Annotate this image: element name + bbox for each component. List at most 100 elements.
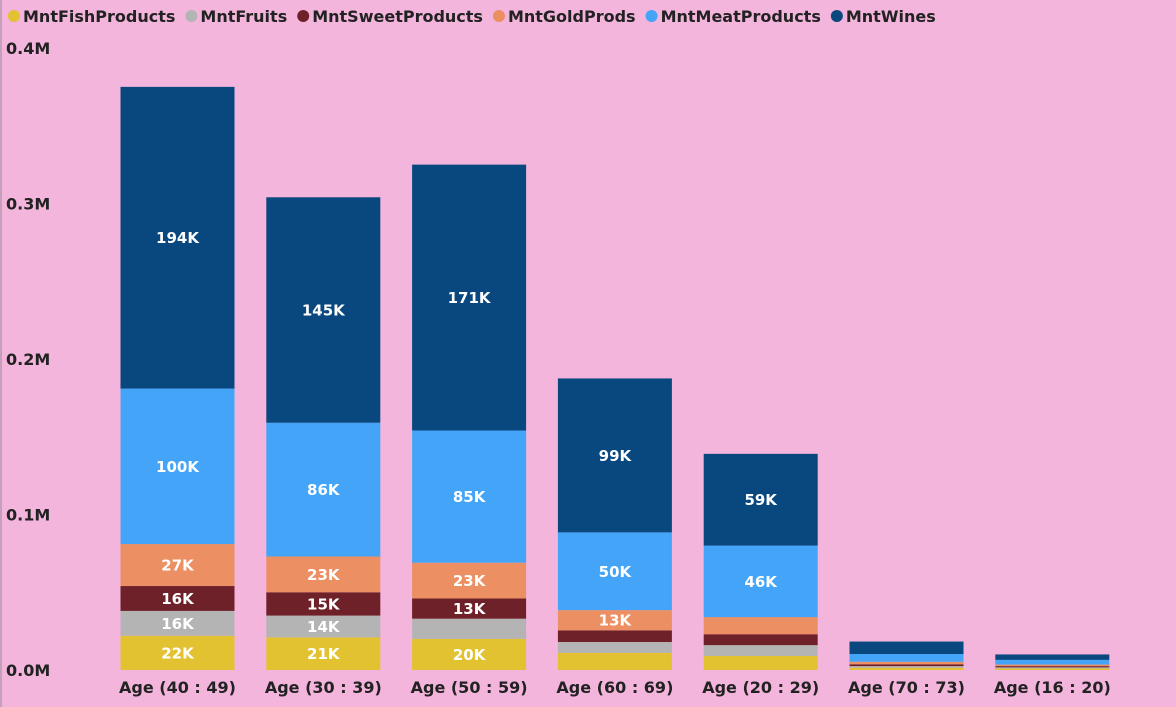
bar-segment-mntmeatproducts[interactable] — [703, 545, 818, 618]
y-tick-label: 0.4M — [6, 39, 50, 58]
bar-segment-mntfruits[interactable] — [995, 667, 1110, 669]
x-tick-label: Age (20 : 29) — [702, 678, 819, 697]
bar-stack-age-60-69[interactable]: 13K 50K 99K — [557, 378, 672, 670]
bar-segment-mntgoldprods[interactable] — [995, 664, 1110, 667]
data-label: 20K — [453, 646, 487, 664]
data-label: 46K — [744, 573, 778, 591]
legend-item-mntgoldprods[interactable]: MntGoldProds — [492, 7, 636, 26]
bar-segment-mntfishproducts[interactable] — [703, 656, 818, 670]
legend-marker-mntgoldprods — [492, 10, 505, 22]
data-label: 171K — [448, 289, 492, 307]
bar-segment-mntwines[interactable] — [703, 453, 818, 546]
legend-label-mntwines: MntWines — [846, 7, 936, 26]
bar-segment-mntsweetproducts[interactable] — [266, 592, 381, 616]
x-tick-label: Age (60 : 69) — [556, 678, 673, 697]
data-label: 27K — [161, 557, 195, 575]
bar-segment-mntfruits[interactable] — [557, 642, 672, 653]
bar-segment-mntwines[interactable] — [120, 86, 235, 389]
data-label: 15K — [307, 595, 341, 613]
bar-stack-age-20-29[interactable]: 46K 59K — [703, 453, 818, 670]
legend-item-mntwines[interactable]: MntWines — [830, 7, 936, 26]
bar-segment-mntwines[interactable] — [266, 197, 381, 423]
data-label: 21K — [307, 645, 341, 663]
legend-marker-mntsweetproducts — [297, 10, 310, 22]
data-label: 85K — [453, 488, 487, 506]
x-tick-label: Age (70 : 73) — [848, 678, 965, 697]
data-label: 23K — [453, 572, 487, 590]
y-tick-label: 0.2M — [6, 350, 50, 369]
bar-segment-mntfishproducts[interactable] — [120, 635, 235, 670]
bar-segment-mntgoldprods[interactable] — [703, 617, 818, 635]
data-label: 16K — [161, 590, 195, 608]
bar-segment-mntmeatproducts[interactable] — [995, 659, 1110, 665]
legend-item-mntmeatproducts[interactable]: MntMeatProducts — [645, 7, 821, 26]
data-label: 59K — [744, 491, 778, 509]
legend-label-mntsweetproducts: MntSweetProducts — [312, 7, 483, 26]
bar-segment-mntwines[interactable] — [849, 641, 964, 654]
bar-segment-mntmeatproducts[interactable] — [120, 388, 235, 545]
bar-stack-age-50-59[interactable]: 20K 13K 23K 85K 171K — [412, 164, 527, 670]
legend-marker-mntmeatproducts — [645, 10, 658, 22]
legend: MntFishProducts MntFruits MntSweetProducts… — [8, 7, 936, 26]
bar-segment-mntsweetproducts[interactable] — [703, 634, 818, 646]
bar-segment-mntsweetproducts[interactable] — [120, 586, 235, 611]
bar-stack-age-30-39[interactable]: 21K 14K 15K 23K 86K 145K — [266, 197, 381, 670]
bar-segment-mntfruits[interactable] — [120, 610, 235, 636]
data-label: 100K — [156, 458, 200, 476]
legend-item-mntfruits[interactable]: MntFruits — [185, 7, 287, 26]
data-label: 13K — [453, 600, 487, 618]
bar-segment-mntgoldprods[interactable] — [412, 562, 527, 599]
bar-segment-mntfishproducts[interactable] — [557, 652, 672, 670]
y-tick-label: 0.0M — [6, 661, 50, 680]
data-label: 14K — [307, 618, 341, 636]
bar-segment-mntmeatproducts[interactable] — [557, 532, 672, 611]
y-axis: 0.0M 0.1M 0.2M 0.3M 0.4M — [6, 39, 50, 680]
bar-segment-mntwines[interactable] — [995, 654, 1110, 660]
bar-stack-age-16-20[interactable] — [995, 654, 1110, 670]
bar-segment-mntmeatproducts[interactable] — [412, 430, 527, 563]
bar-segment-mntgoldprods[interactable] — [266, 556, 381, 593]
legend-marker-mntfishproducts — [8, 10, 20, 22]
data-label: 13K — [599, 612, 633, 630]
data-label: 23K — [307, 566, 341, 584]
bar-segment-mntfruits[interactable] — [849, 666, 964, 668]
legend-label-mntmeatproducts: MntMeatProducts — [661, 7, 821, 26]
bar-segment-mntwines[interactable] — [412, 164, 527, 431]
legend-label-mntfruits: MntFruits — [200, 7, 287, 26]
bar-segment-mntfruits[interactable] — [703, 645, 818, 657]
data-label: 99K — [599, 447, 633, 465]
data-label: 16K — [161, 615, 195, 633]
bar-segment-mntsweetproducts[interactable] — [995, 666, 1110, 668]
bar-segment-mntwines[interactable] — [557, 378, 672, 533]
bar-segment-mntgoldprods[interactable] — [849, 661, 964, 665]
x-axis: Age (40 : 49) Age (30 : 39) Age (50 : 59) A… — [119, 678, 1111, 697]
data-label: 194K — [156, 229, 200, 247]
bar-stack-age-40-49[interactable]: 22K 16K 16K 27K 100K 194K — [120, 86, 235, 670]
bar-segment-mntfishproducts[interactable] — [849, 667, 964, 670]
bar-segment-mntmeatproducts[interactable] — [849, 653, 964, 662]
bar-segment-mntmeatproducts[interactable] — [266, 422, 381, 557]
x-tick-label: Age (40 : 49) — [119, 678, 236, 697]
legend-item-mntfishproducts[interactable]: MntFishProducts — [8, 7, 175, 26]
legend-item-mntsweetproducts[interactable]: MntSweetProducts — [297, 7, 483, 26]
bar-segment-mntsweetproducts[interactable] — [557, 630, 672, 643]
x-tick-label: Age (50 : 59) — [411, 678, 528, 697]
bar-segment-mntfruits[interactable] — [412, 618, 527, 639]
bar-segment-mntgoldprods[interactable] — [557, 610, 672, 631]
legend-label-mntfishproducts: MntFishProducts — [23, 7, 175, 26]
legend-marker-mntwines — [830, 10, 843, 22]
data-label: 22K — [161, 644, 195, 662]
bar-segment-mntgoldprods[interactable] — [120, 544, 235, 587]
x-tick-label: Age (16 : 20) — [994, 678, 1111, 697]
bar-stack-age-70-73[interactable] — [849, 641, 964, 670]
data-label: 86K — [307, 481, 341, 499]
data-label: 50K — [599, 563, 633, 581]
y-tick-label: 0.1M — [6, 506, 50, 525]
bar-segment-mntsweetproducts[interactable] — [412, 598, 527, 619]
bar-segment-mntfishproducts[interactable] — [412, 638, 527, 670]
bar-segment-mntfishproducts[interactable] — [266, 637, 381, 670]
bar-segment-mntsweetproducts[interactable] — [849, 664, 964, 667]
bar-segment-mntfruits[interactable] — [266, 615, 381, 638]
bar-segment-mntfishproducts[interactable] — [995, 668, 1110, 670]
